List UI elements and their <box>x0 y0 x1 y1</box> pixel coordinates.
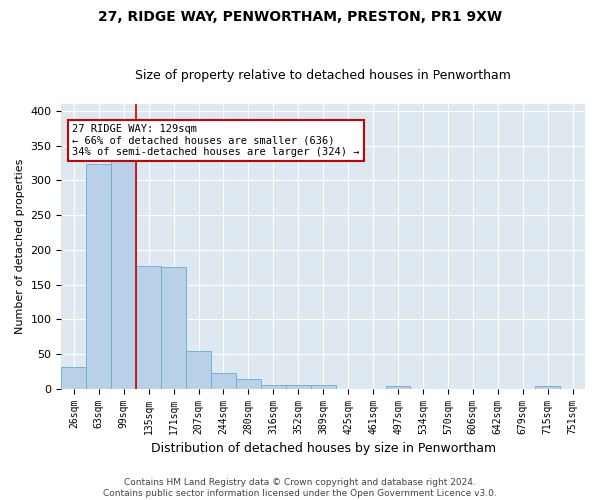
X-axis label: Distribution of detached houses by size in Penwortham: Distribution of detached houses by size … <box>151 442 496 455</box>
Text: Contains HM Land Registry data © Crown copyright and database right 2024.
Contai: Contains HM Land Registry data © Crown c… <box>103 478 497 498</box>
Bar <box>61 367 86 388</box>
Bar <box>86 164 111 388</box>
Bar <box>136 266 161 388</box>
Bar <box>286 385 311 388</box>
Bar <box>236 379 261 388</box>
Bar <box>386 386 410 388</box>
Bar <box>161 267 186 388</box>
Bar <box>211 374 236 388</box>
Y-axis label: Number of detached properties: Number of detached properties <box>15 158 25 334</box>
Text: 27 RIDGE WAY: 129sqm
← 66% of detached houses are smaller (636)
34% of semi-deta: 27 RIDGE WAY: 129sqm ← 66% of detached h… <box>72 124 359 157</box>
Bar <box>535 386 560 388</box>
Bar <box>186 350 211 389</box>
Bar <box>261 384 286 388</box>
Text: 27, RIDGE WAY, PENWORTHAM, PRESTON, PR1 9XW: 27, RIDGE WAY, PENWORTHAM, PRESTON, PR1 … <box>98 10 502 24</box>
Bar <box>111 156 136 388</box>
Bar <box>311 385 335 388</box>
Title: Size of property relative to detached houses in Penwortham: Size of property relative to detached ho… <box>135 69 511 82</box>
